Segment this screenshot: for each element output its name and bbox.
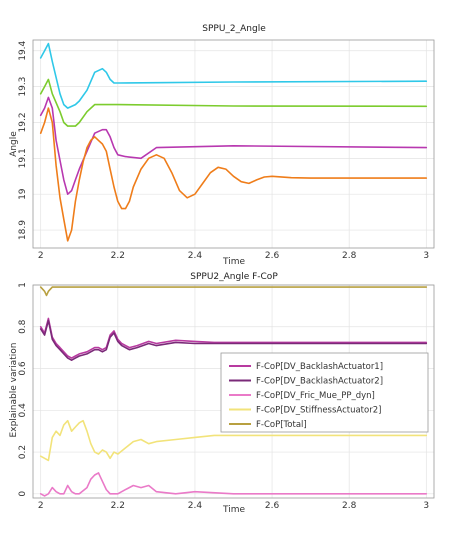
bottom-chart-legend: F-CoP[DV_BacklashActuator1] F-CoP[DV_Back… — [220, 352, 429, 433]
top-chart-x-tick-label: 2 — [38, 251, 44, 261]
top-chart-x-tick-label: 2.4 — [188, 251, 203, 261]
top-chart-y-ticks: 18.9 19 19.1 19.2 19.3 19.4 — [18, 40, 28, 240]
bottom-chart-x-tick-label: 2.8 — [342, 501, 357, 511]
legend-entry-label-3: F-CoP[DV_StiffnessActuator2] — [256, 406, 381, 416]
bottom-chart-series-line-4 — [39, 286, 428, 297]
top-chart-y-tick-label: 19.1 — [18, 148, 28, 168]
bottom-chart-x-tick-label: 2.2 — [111, 501, 125, 511]
top-chart-frame — [32, 39, 435, 249]
top-chart-xlabel: Time — [222, 257, 245, 267]
top-chart-y-tick-label: 18.9 — [18, 220, 28, 240]
legend-entry-label-2: F-CoP[DV_Fric_Mue_PP_dyn] — [256, 391, 375, 401]
bottom-chart-y-tick-label: 0.4 — [18, 403, 28, 418]
top-chart-title: SPPU_2_Angle — [202, 24, 266, 34]
bottom-chart-frame — [32, 284, 435, 499]
top-chart-y-tick-label: 19.3 — [18, 77, 28, 97]
bottom-chart-x-tick-label: 3 — [423, 501, 429, 511]
bottom-chart-series-line-3 — [39, 419, 428, 462]
top-chart-series-line-3 — [39, 107, 428, 242]
bottom-chart-y-tick-label: 1 — [18, 282, 28, 288]
top-chart-x-tick-label: 2.2 — [111, 251, 125, 261]
legend-entry-label-0: F-CoP[DV_BacklashActuator1] — [256, 362, 383, 372]
top-chart-series-line-2 — [39, 96, 428, 195]
top-chart-ylabel: Angle — [9, 131, 19, 157]
top-chart-x-ticks: 2 2.2 2.4 2.6 2.8 3 — [38, 251, 429, 261]
top-chart-grid — [33, 40, 434, 248]
bottom-chart-series-line-0 — [39, 317, 428, 359]
bottom-chart-x-tick-label: 2.6 — [265, 501, 280, 511]
top-chart-x-tick-label: 2.8 — [342, 251, 357, 261]
legend-box — [220, 352, 429, 433]
top-chart-series — [39, 42, 428, 242]
bottom-chart-series-line-2 — [39, 472, 428, 497]
bottom-chart-y-tick-label: 0 — [18, 491, 28, 497]
bottom-chart: SPPU2_Angle F-CoP 2 2.2 2.4 2.6 2.8 3 0 0.2 0.4… — [9, 272, 435, 515]
bottom-chart-xlabel: Time — [222, 505, 245, 515]
bottom-chart-series-line-1 — [39, 319, 428, 362]
bottom-chart-y-tick-label: 0.6 — [18, 361, 28, 376]
top-chart-x-tick-label: 2.6 — [265, 251, 280, 261]
top-chart-x-tick-label: 3 — [423, 251, 429, 261]
bottom-chart-y-tick-label: 0.8 — [18, 319, 28, 334]
legend-items: F-CoP[DV_BacklashActuator1] F-CoP[DV_Back… — [229, 362, 383, 430]
top-chart-series-line-1 — [39, 78, 428, 127]
bottom-chart-series — [39, 286, 428, 497]
bottom-chart-x-ticks: 2 2.2 2.4 2.6 2.8 3 — [38, 501, 429, 511]
top-chart-y-tick-label: 19 — [18, 188, 28, 200]
bottom-chart-y-tick-label: 0.2 — [18, 445, 28, 459]
bottom-chart-x-tick-label: 2.4 — [188, 501, 203, 511]
top-chart: SPPU_2_Angle 2 2.2 2.4 2.6 2.8 3 18.9 19 19.1 19… — [9, 24, 435, 267]
bottom-chart-y-ticks: 0 0.2 0.4 0.6 0.8 1 — [18, 282, 28, 497]
legend-entry-label-1: F-CoP[DV_BacklashActuator2] — [256, 377, 383, 387]
bottom-chart-x-tick-label: 2 — [38, 501, 44, 511]
top-chart-series-line-0 — [39, 42, 428, 109]
top-chart-y-tick-label: 19.2 — [18, 112, 28, 132]
bottom-chart-title: SPPU2_Angle F-CoP — [190, 272, 278, 282]
bottom-chart-ylabel: Explainable variation — [9, 343, 19, 438]
legend-entry-label-4: F-CoP[Total] — [256, 420, 307, 430]
top-chart-y-tick-label: 19.4 — [18, 40, 28, 60]
